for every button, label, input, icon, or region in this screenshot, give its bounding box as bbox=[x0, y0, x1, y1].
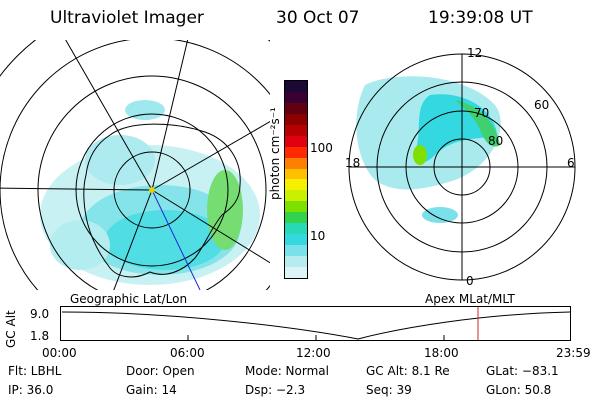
geographic-polar-image bbox=[0, 40, 270, 290]
info-gc-alt: GC Alt: 8.1 Re bbox=[366, 364, 450, 378]
info-door: Door: Open bbox=[126, 364, 195, 378]
colorbar-swatch bbox=[285, 266, 307, 278]
info-mode: Mode: Normal bbox=[245, 364, 329, 378]
apex-mlt-label-0: 0 bbox=[466, 274, 474, 288]
colorbar-swatch bbox=[285, 157, 307, 169]
apex-mlt-axes bbox=[349, 54, 575, 280]
colorbar-swatch bbox=[285, 256, 307, 267]
altitude-xtick-2359: 23:59 bbox=[556, 346, 591, 360]
apex-lat-label-60: 60 bbox=[534, 98, 549, 112]
colorbar-swatch bbox=[285, 81, 307, 92]
info-gain: Gain: 14 bbox=[126, 383, 177, 397]
altitude-ytick-9: 9.0 bbox=[30, 307, 50, 321]
apex-emission-layer bbox=[356, 76, 501, 223]
colorbar-tick-10: 10 bbox=[310, 229, 326, 243]
continent-outline bbox=[83, 123, 241, 278]
apex-mlt-label-18: 18 bbox=[345, 156, 360, 170]
info-dsp: Dsp: −2.3 bbox=[245, 383, 306, 397]
altitude-plot bbox=[60, 306, 571, 341]
colorbar-swatch bbox=[285, 245, 307, 256]
geo-panel-caption: Geographic Lat/Lon bbox=[70, 292, 188, 306]
colorbar-unit-label: photon cm⁻²s⁻¹ bbox=[268, 107, 282, 200]
altitude-x-ticks bbox=[187, 335, 445, 341]
altitude-xtick-1800: 18:00 bbox=[424, 346, 459, 360]
geo-latitude-circles bbox=[0, 40, 270, 290]
apex-mlt-label-12: 12 bbox=[467, 46, 482, 60]
colorbar-swatch bbox=[285, 113, 307, 125]
colorbar-swatch bbox=[285, 146, 307, 158]
info-glon: GLon: 50.8 bbox=[486, 383, 552, 397]
altitude-curve bbox=[61, 311, 571, 340]
info-seq: Seq: 39 bbox=[366, 383, 412, 397]
colorbar-swatch bbox=[285, 223, 307, 235]
altitude-xtick-1200: 12:00 bbox=[296, 346, 331, 360]
geo-pole-marker bbox=[149, 187, 155, 193]
colorbar-swatch bbox=[285, 124, 307, 136]
apex-lat-label-80: 80 bbox=[488, 134, 503, 148]
colorbar-swatch bbox=[285, 91, 307, 103]
colorbar-swatch bbox=[285, 135, 307, 147]
info-filter: Flt: LBHL bbox=[8, 364, 62, 378]
apex-lat-label-70: 70 bbox=[474, 106, 489, 120]
observation-time: 19:39:08 UT bbox=[428, 8, 533, 28]
altitude-ytick-1-8: 1.8 bbox=[30, 329, 50, 343]
colorbar-swatch bbox=[285, 102, 307, 114]
altitude-xtick-0000: 00:00 bbox=[42, 346, 77, 360]
apex-polar-plot: 70 80 60 12 18 6 0 bbox=[345, 46, 576, 288]
colorbar-swatch bbox=[285, 201, 307, 213]
colorbar-swatch bbox=[285, 212, 307, 224]
geo-emission-layer bbox=[40, 100, 260, 285]
observation-date: 30 Oct 07 bbox=[276, 8, 360, 28]
altitude-ylabel: GC Alt bbox=[4, 310, 18, 348]
geo-magnetic-meridian bbox=[151, 189, 201, 290]
imager-title: Ultraviolet Imager bbox=[50, 8, 204, 28]
apex-mlt-label-6: 6 bbox=[567, 156, 575, 170]
colorbar-tick-100: 100 bbox=[310, 141, 333, 155]
colorbar-swatch bbox=[285, 179, 307, 191]
colorbar-swatch bbox=[285, 234, 307, 246]
colorbar-swatch bbox=[285, 168, 307, 180]
colorbar bbox=[284, 80, 308, 279]
colorbar-swatch bbox=[285, 190, 307, 202]
altitude-xtick-0600: 06:00 bbox=[170, 346, 205, 360]
info-ip: IP: 36.0 bbox=[8, 383, 54, 397]
apex-panel-caption: Apex MLat/MLT bbox=[425, 292, 515, 306]
info-glat: GLat: −83.1 bbox=[486, 364, 559, 378]
geo-longitude-lines bbox=[0, 40, 270, 290]
